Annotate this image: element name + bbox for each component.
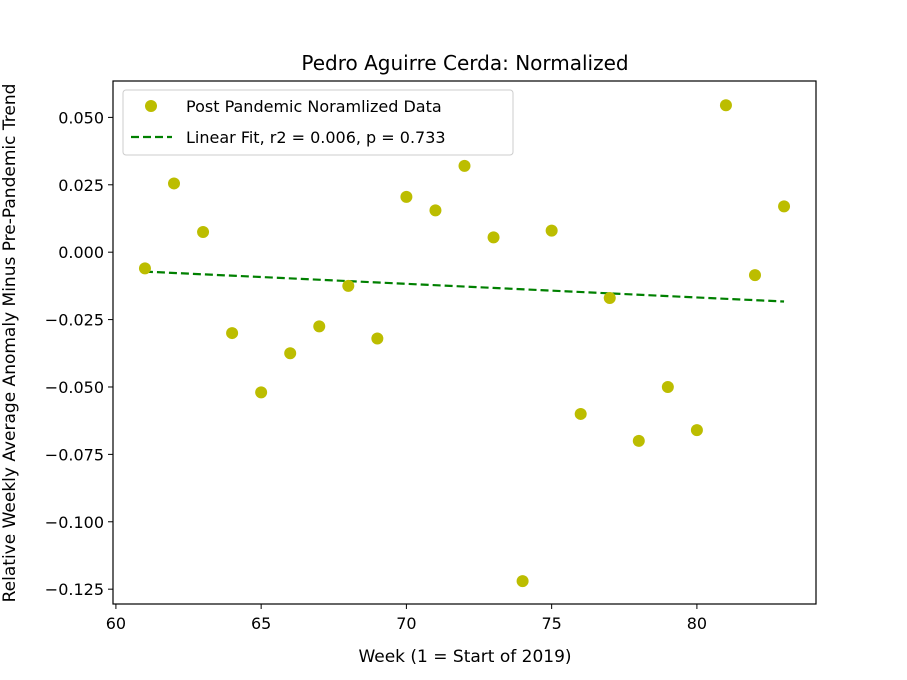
y-tick-label: −0.125 bbox=[45, 580, 104, 599]
scatter-point bbox=[429, 204, 442, 217]
x-axis-label: Week (1 = Start of 2019) bbox=[358, 647, 571, 667]
fit-line bbox=[144, 270, 785, 303]
scatter-point bbox=[313, 320, 326, 333]
scatter-point bbox=[574, 407, 587, 420]
scatter-point bbox=[400, 190, 413, 203]
y-tick-label: −0.075 bbox=[45, 445, 104, 464]
scatter-point bbox=[748, 269, 761, 282]
y-tick-label: −0.050 bbox=[45, 378, 104, 397]
scatter-point bbox=[138, 262, 151, 275]
y-tick-label: 0.000 bbox=[58, 243, 104, 262]
scatter-point bbox=[197, 225, 210, 238]
legend-box bbox=[122, 89, 514, 156]
scatter-point bbox=[719, 99, 732, 112]
x-tick-label: 70 bbox=[396, 614, 416, 633]
scatter-point bbox=[487, 231, 500, 244]
x-tick-label: 80 bbox=[687, 614, 707, 633]
x-axis: 60 65 70 75 80 bbox=[106, 604, 707, 633]
y-tick-label: −0.025 bbox=[45, 311, 104, 330]
x-tick-label: 60 bbox=[106, 614, 126, 633]
scatter-point bbox=[371, 332, 384, 345]
legend-label-scatter: Post Pandemic Noramlized Data bbox=[186, 97, 442, 116]
scatter-point bbox=[458, 159, 471, 172]
x-tick-label: 65 bbox=[251, 614, 271, 633]
scatter-point bbox=[516, 575, 529, 588]
scatter-point bbox=[284, 347, 297, 360]
y-axis: 0.050 0.025 0.000 −0.025 −0.050 −0.075 −0.100 −… bbox=[45, 108, 113, 599]
scatter-point bbox=[690, 424, 703, 437]
chart-title: Pedro Aguirre Cerda: Normalized bbox=[301, 51, 628, 75]
scatter-point bbox=[632, 434, 645, 447]
legend: Post Pandemic Noramlized Data Linear Fit… bbox=[122, 89, 514, 156]
y-tick-label: −0.100 bbox=[45, 513, 104, 532]
scatter-point bbox=[342, 279, 355, 292]
x-tick-label: 75 bbox=[541, 614, 561, 633]
legend-label-fit: Linear Fit, r2 = 0.006, p = 0.733 bbox=[186, 128, 446, 147]
scatter-point bbox=[226, 327, 239, 340]
scatter-point bbox=[661, 380, 674, 393]
scatter-point bbox=[778, 200, 791, 213]
plot-marks bbox=[138, 99, 791, 588]
scatter-point bbox=[545, 224, 558, 237]
scatter-point bbox=[255, 386, 268, 399]
y-tick-label: 0.025 bbox=[58, 176, 104, 195]
scatter-point bbox=[168, 177, 181, 190]
scatter-point bbox=[603, 292, 616, 305]
plot-frame bbox=[112, 80, 817, 605]
legend-marker-scatter bbox=[145, 100, 157, 112]
y-tick-label: 0.050 bbox=[58, 108, 104, 127]
y-axis-label: Relative Weekly Average Anomaly Minus Pr… bbox=[0, 84, 20, 603]
